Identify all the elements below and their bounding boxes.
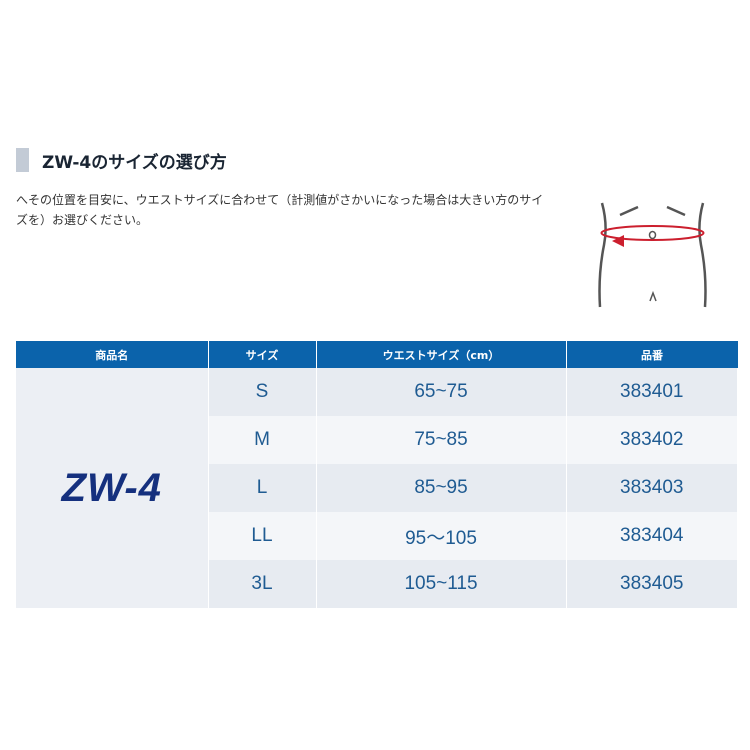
page-title: ZW-4のサイズの選び方	[42, 152, 227, 173]
table-row: LL 95〜105 383404	[16, 512, 738, 560]
waist-cell: 85~95	[316, 464, 567, 512]
description: へその位置を目安に、ウエストサイズに合わせて（計測値がさかいになった場合は大きい…	[16, 193, 544, 227]
waist-cell: 105~115	[316, 560, 567, 608]
arrow-icon	[612, 235, 624, 247]
size-cell: S	[208, 368, 317, 416]
waist-measurement-illustration	[598, 202, 707, 308]
table-row: L 85~95 383403	[16, 464, 738, 512]
table-row: M 75~85 383402	[16, 416, 738, 464]
size-cell: M	[208, 416, 317, 464]
size-cell: 3L	[208, 560, 317, 608]
body-left-outline	[598, 202, 607, 308]
size-table: 商品名 サイズ ウエストサイズ（cm） 品番 ZW-4 S 65~75 3834…	[16, 341, 738, 608]
code-cell: 383404	[566, 512, 738, 560]
section-heading: ZW-4のサイズの選び方	[16, 148, 227, 173]
header-product: 商品名	[16, 341, 209, 368]
navel	[648, 230, 657, 240]
table-row: ZW-4 S 65~75 383401	[16, 368, 738, 608]
waist-line	[600, 225, 705, 241]
size-cell: L	[208, 464, 317, 512]
product-name: ZW-4	[16, 368, 209, 608]
heading-accent-bar	[16, 148, 29, 172]
table-row: 3L 105~115 383405	[16, 560, 738, 608]
waist-cell: 75~85	[316, 416, 567, 464]
waist-cell: 95〜105	[316, 512, 567, 560]
header-size: サイズ	[208, 341, 317, 368]
code-cell: 383403	[566, 464, 738, 512]
body-right-outline	[698, 202, 707, 308]
table-header-row: 商品名 サイズ ウエストサイズ（cm） 品番	[16, 341, 738, 368]
code-cell: 383402	[566, 416, 738, 464]
waist-cell: 65~75	[316, 368, 567, 416]
code-cell: 383405	[566, 560, 738, 608]
header-waist: ウエストサイズ（cm）	[316, 341, 567, 368]
size-cell: LL	[208, 512, 317, 560]
rib-left	[619, 205, 639, 217]
header-code: 品番	[566, 341, 738, 368]
code-cell: 383401	[566, 368, 738, 416]
